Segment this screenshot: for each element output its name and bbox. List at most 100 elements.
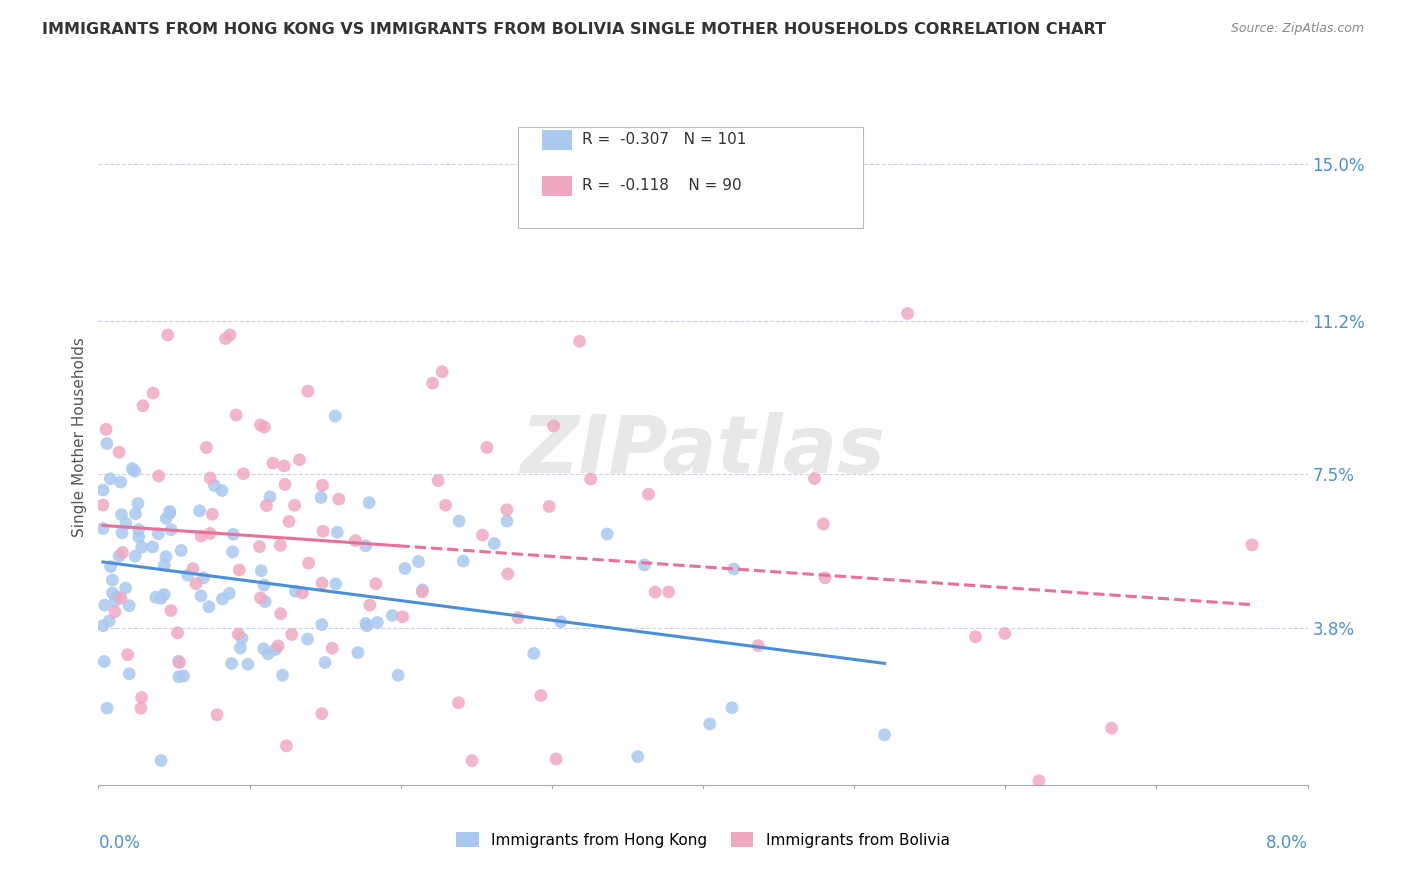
Bar bbox=[543, 130, 572, 150]
Point bbox=[259, 490, 281, 504]
Point bbox=[408, 555, 430, 569]
Point bbox=[288, 452, 311, 467]
Point bbox=[254, 594, 277, 608]
Text: R =  -0.118    N = 90: R = -0.118 N = 90 bbox=[582, 178, 742, 194]
Point bbox=[201, 507, 224, 521]
Point bbox=[273, 458, 295, 473]
Text: 0.0%: 0.0% bbox=[98, 834, 141, 852]
Point bbox=[262, 456, 284, 470]
Point bbox=[111, 525, 134, 540]
Point bbox=[160, 523, 183, 537]
Point bbox=[104, 594, 127, 608]
Point bbox=[523, 647, 546, 661]
Bar bbox=[543, 177, 572, 195]
Point bbox=[93, 655, 115, 669]
Point bbox=[354, 539, 377, 553]
Point bbox=[221, 657, 243, 671]
Point bbox=[253, 641, 276, 656]
Point bbox=[96, 701, 118, 715]
Point bbox=[475, 441, 498, 455]
Point bbox=[218, 586, 240, 600]
Point bbox=[148, 526, 170, 541]
Point bbox=[354, 616, 377, 631]
Point bbox=[156, 328, 179, 343]
Point bbox=[276, 739, 298, 753]
Point bbox=[190, 529, 212, 543]
Point bbox=[159, 504, 181, 518]
Point bbox=[225, 408, 247, 422]
Point bbox=[1028, 773, 1050, 788]
Point bbox=[121, 461, 143, 475]
Point bbox=[118, 666, 141, 681]
Point bbox=[326, 525, 349, 540]
Point bbox=[344, 533, 367, 548]
Point bbox=[550, 615, 572, 629]
Point bbox=[169, 656, 191, 670]
Point bbox=[422, 376, 444, 391]
Point bbox=[160, 603, 183, 617]
Point bbox=[461, 754, 484, 768]
Point bbox=[270, 607, 292, 621]
Point bbox=[264, 642, 287, 657]
Point bbox=[357, 496, 380, 510]
Text: IMMIGRANTS FROM HONG KONG VS IMMIGRANTS FROM BOLIVIA SINGLE MOTHER HOUSEHOLDS CO: IMMIGRANTS FROM HONG KONG VS IMMIGRANTS … bbox=[42, 22, 1107, 37]
Point bbox=[94, 422, 117, 436]
Point bbox=[309, 491, 332, 505]
Point bbox=[232, 467, 254, 481]
Point bbox=[484, 536, 506, 550]
Point bbox=[181, 562, 204, 576]
Point bbox=[449, 514, 471, 528]
Point bbox=[195, 441, 218, 455]
Point bbox=[150, 754, 173, 768]
Point bbox=[190, 589, 212, 603]
Point bbox=[250, 564, 273, 578]
Point bbox=[506, 610, 529, 624]
Point bbox=[814, 571, 837, 585]
Point bbox=[256, 499, 278, 513]
Point bbox=[278, 515, 301, 529]
Point bbox=[142, 386, 165, 401]
Point bbox=[167, 654, 190, 668]
Point bbox=[115, 516, 138, 531]
Point bbox=[356, 619, 378, 633]
Point bbox=[274, 477, 297, 491]
Point bbox=[253, 578, 276, 592]
Point bbox=[267, 639, 290, 653]
Point bbox=[176, 568, 198, 582]
Point bbox=[142, 540, 165, 554]
Point bbox=[110, 508, 132, 522]
Point bbox=[257, 647, 280, 661]
Point bbox=[291, 586, 314, 600]
Point bbox=[359, 598, 381, 612]
Point bbox=[430, 365, 453, 379]
Point bbox=[131, 690, 153, 705]
Point bbox=[124, 507, 146, 521]
Point bbox=[297, 632, 319, 646]
Point bbox=[451, 554, 474, 568]
Point bbox=[381, 608, 404, 623]
Point bbox=[173, 669, 195, 683]
Point bbox=[496, 503, 519, 517]
Point bbox=[311, 706, 333, 721]
Point bbox=[205, 707, 228, 722]
Point bbox=[364, 576, 387, 591]
Point bbox=[579, 472, 602, 486]
Point bbox=[328, 492, 350, 507]
Point bbox=[111, 545, 134, 559]
Point bbox=[188, 504, 211, 518]
Point bbox=[155, 511, 177, 525]
Point bbox=[496, 566, 519, 581]
Point bbox=[184, 576, 207, 591]
Point bbox=[447, 696, 470, 710]
Point bbox=[127, 496, 149, 510]
Point bbox=[347, 646, 370, 660]
Point bbox=[118, 599, 141, 613]
Point bbox=[391, 609, 413, 624]
Point bbox=[434, 498, 457, 512]
Point bbox=[627, 749, 650, 764]
Point bbox=[110, 591, 132, 606]
Point bbox=[249, 417, 271, 432]
Point bbox=[249, 540, 271, 554]
Point bbox=[193, 571, 215, 585]
Point bbox=[214, 332, 236, 346]
